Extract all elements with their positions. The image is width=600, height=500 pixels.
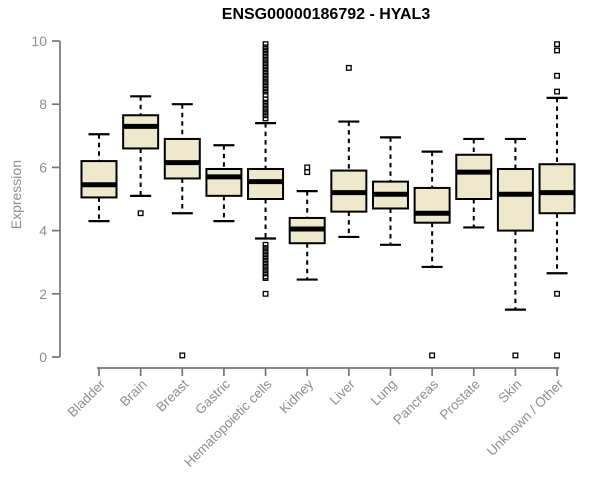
- outlier-point: [262, 260, 269, 267]
- x-axis-category-label: Skin: [495, 377, 524, 406]
- outlier-point: [262, 72, 269, 79]
- outlier-point: [262, 248, 269, 255]
- x-axis-category-label: Gastric: [192, 376, 233, 417]
- outlier-point: [262, 79, 269, 86]
- outlier-point: [262, 115, 269, 122]
- outlier-point: [262, 102, 269, 109]
- outlier-point: [262, 241, 269, 248]
- x-axis-category-label: Kidney: [277, 376, 317, 416]
- x-axis-category-label: Unknown / Other: [484, 376, 567, 459]
- y-axis-tick-label: 0: [39, 349, 47, 365]
- outlier-point: [262, 60, 269, 67]
- outlier-point: [554, 290, 560, 297]
- outlier-point: [262, 88, 269, 95]
- box: [455, 153, 493, 200]
- x-axis-category-label: Liver: [327, 376, 359, 408]
- outlier-point: [262, 53, 269, 60]
- boxplot-group-kidney: Kidney: [277, 164, 326, 416]
- outlier-point: [262, 270, 269, 277]
- outlier-point: [262, 41, 269, 48]
- box: [496, 167, 534, 232]
- outlier-point: [554, 47, 560, 54]
- x-axis-category-label: Brain: [117, 377, 150, 410]
- boxplot-group-skin: Skin: [495, 137, 534, 406]
- outlier-point: [345, 64, 352, 71]
- boxplot-group-brain: Brain: [117, 95, 160, 410]
- outlier-point: [262, 275, 269, 281]
- outlier-point: [304, 164, 311, 171]
- outlier-point: [262, 263, 269, 270]
- outlier-point: [262, 96, 269, 103]
- outlier-point: [179, 352, 186, 359]
- box: [205, 167, 243, 197]
- outlier-point: [262, 99, 269, 106]
- box: [163, 137, 201, 180]
- outlier-point: [429, 352, 436, 359]
- outlier-point: [262, 44, 269, 51]
- box: [80, 160, 118, 199]
- boxplot-group-gastric: Gastric: [192, 144, 243, 417]
- x-axis-category-label: Prostate: [437, 377, 483, 423]
- outlier-point: [262, 82, 269, 89]
- y-axis-tick-label: 2: [39, 286, 47, 302]
- outlier-point: [262, 69, 269, 76]
- outlier-point: [554, 41, 560, 48]
- outlier-point: [262, 57, 269, 63]
- box: [413, 186, 451, 224]
- outlier-point: [262, 85, 269, 92]
- box: [538, 163, 576, 215]
- outlier-point: [262, 63, 269, 70]
- outlier-point: [262, 109, 269, 116]
- outlier-point: [554, 72, 560, 79]
- outlier-point: [262, 91, 269, 98]
- outlier-point: [262, 75, 269, 82]
- outlier-point: [262, 251, 269, 258]
- y-axis-tick-label: 10: [31, 33, 47, 49]
- outlier-point: [262, 267, 269, 274]
- box: [122, 114, 160, 150]
- outlier-point: [304, 169, 311, 176]
- outlier-point: [262, 254, 269, 261]
- outlier-point: [512, 352, 519, 359]
- outlier-point: [262, 47, 269, 54]
- boxplot-group-prostate: Prostate: [437, 137, 493, 423]
- outlier-point: [262, 245, 269, 251]
- y-axis-tick-label: 6: [39, 159, 47, 175]
- outlier-point: [262, 50, 269, 57]
- x-axis-category-label: Bladder: [65, 376, 109, 420]
- boxplot-group-bladder: Bladder: [65, 133, 118, 420]
- outlier-point: [262, 112, 269, 119]
- x-axis-category-label: Breast: [153, 376, 191, 414]
- chart-title: ENSG00000186792 - HYAL3: [221, 6, 431, 23]
- outlier-point: [262, 105, 269, 112]
- y-axis-tick-label: 8: [39, 96, 47, 112]
- y-axis-tick-label: 4: [39, 223, 47, 239]
- outlier-point: [262, 66, 269, 73]
- outlier-point: [554, 88, 560, 95]
- boxplot-group-liver: Liver: [327, 64, 368, 408]
- outlier-point: [554, 352, 560, 359]
- x-axis-category-label: Lung: [368, 377, 400, 409]
- outlier-point: [137, 210, 144, 217]
- outlier-point: [262, 273, 269, 280]
- outlier-point: [262, 257, 269, 264]
- outlier-point: [262, 290, 269, 297]
- x-axis-category-label: Pancreas: [390, 376, 441, 427]
